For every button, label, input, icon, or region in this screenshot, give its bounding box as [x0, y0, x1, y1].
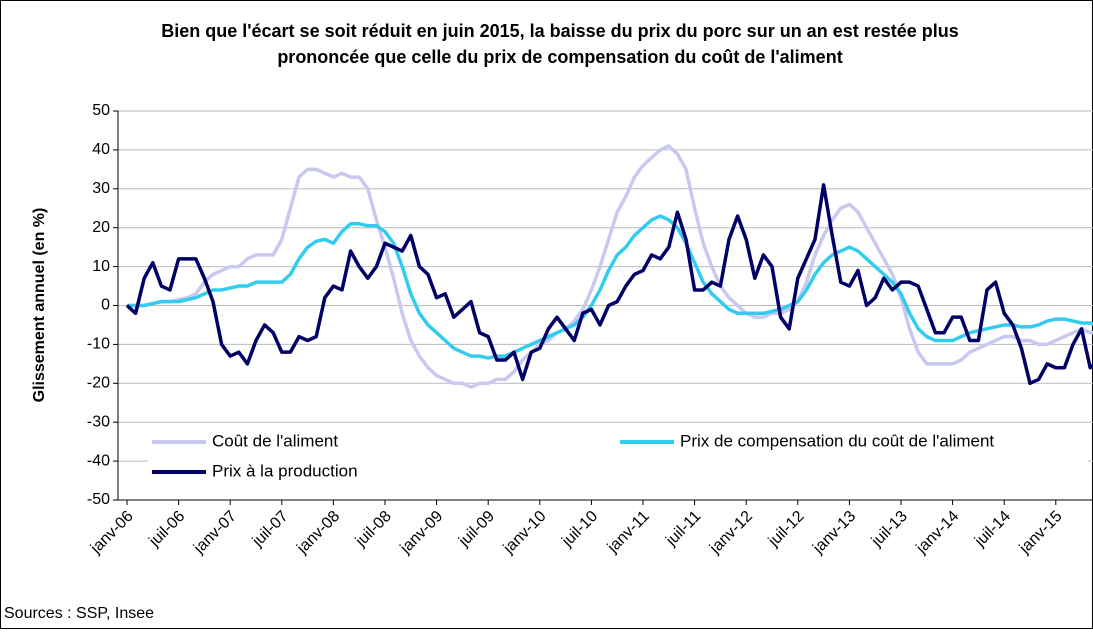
y-tick-label: -10 — [87, 336, 110, 353]
legend-label: Prix à la production — [212, 461, 358, 480]
y-tick-label: 40 — [92, 141, 110, 158]
legend-label: Prix de compensation du coût de l'alimen… — [680, 431, 994, 450]
chart-title: Bien que l'écart se soit réduit en juin … — [161, 21, 959, 67]
legend-box — [148, 427, 1088, 489]
y-tick-label: 20 — [92, 219, 110, 236]
series-line — [127, 214, 1093, 360]
title-box: Bien que l'écart se soit réduit en juin … — [161, 21, 959, 67]
source: Sources : SSP, Insee — [4, 605, 154, 622]
y-tick-label: 0 — [101, 297, 110, 314]
legend-label: Coût de l'aliment — [212, 431, 338, 450]
y-axis-label: Glissement annuel (en %) — [31, 208, 48, 403]
y-tick-label: -30 — [87, 413, 110, 430]
series-line — [127, 144, 1093, 389]
y-tick-label: 10 — [92, 258, 110, 275]
y-tick-label: -20 — [87, 375, 110, 392]
series-line — [125, 183, 1093, 386]
y-tick-label: -50 — [87, 491, 110, 508]
y-tick-label: 50 — [92, 102, 110, 119]
y-tick-label: -40 — [87, 452, 110, 469]
y-tick-label: 30 — [92, 180, 110, 197]
